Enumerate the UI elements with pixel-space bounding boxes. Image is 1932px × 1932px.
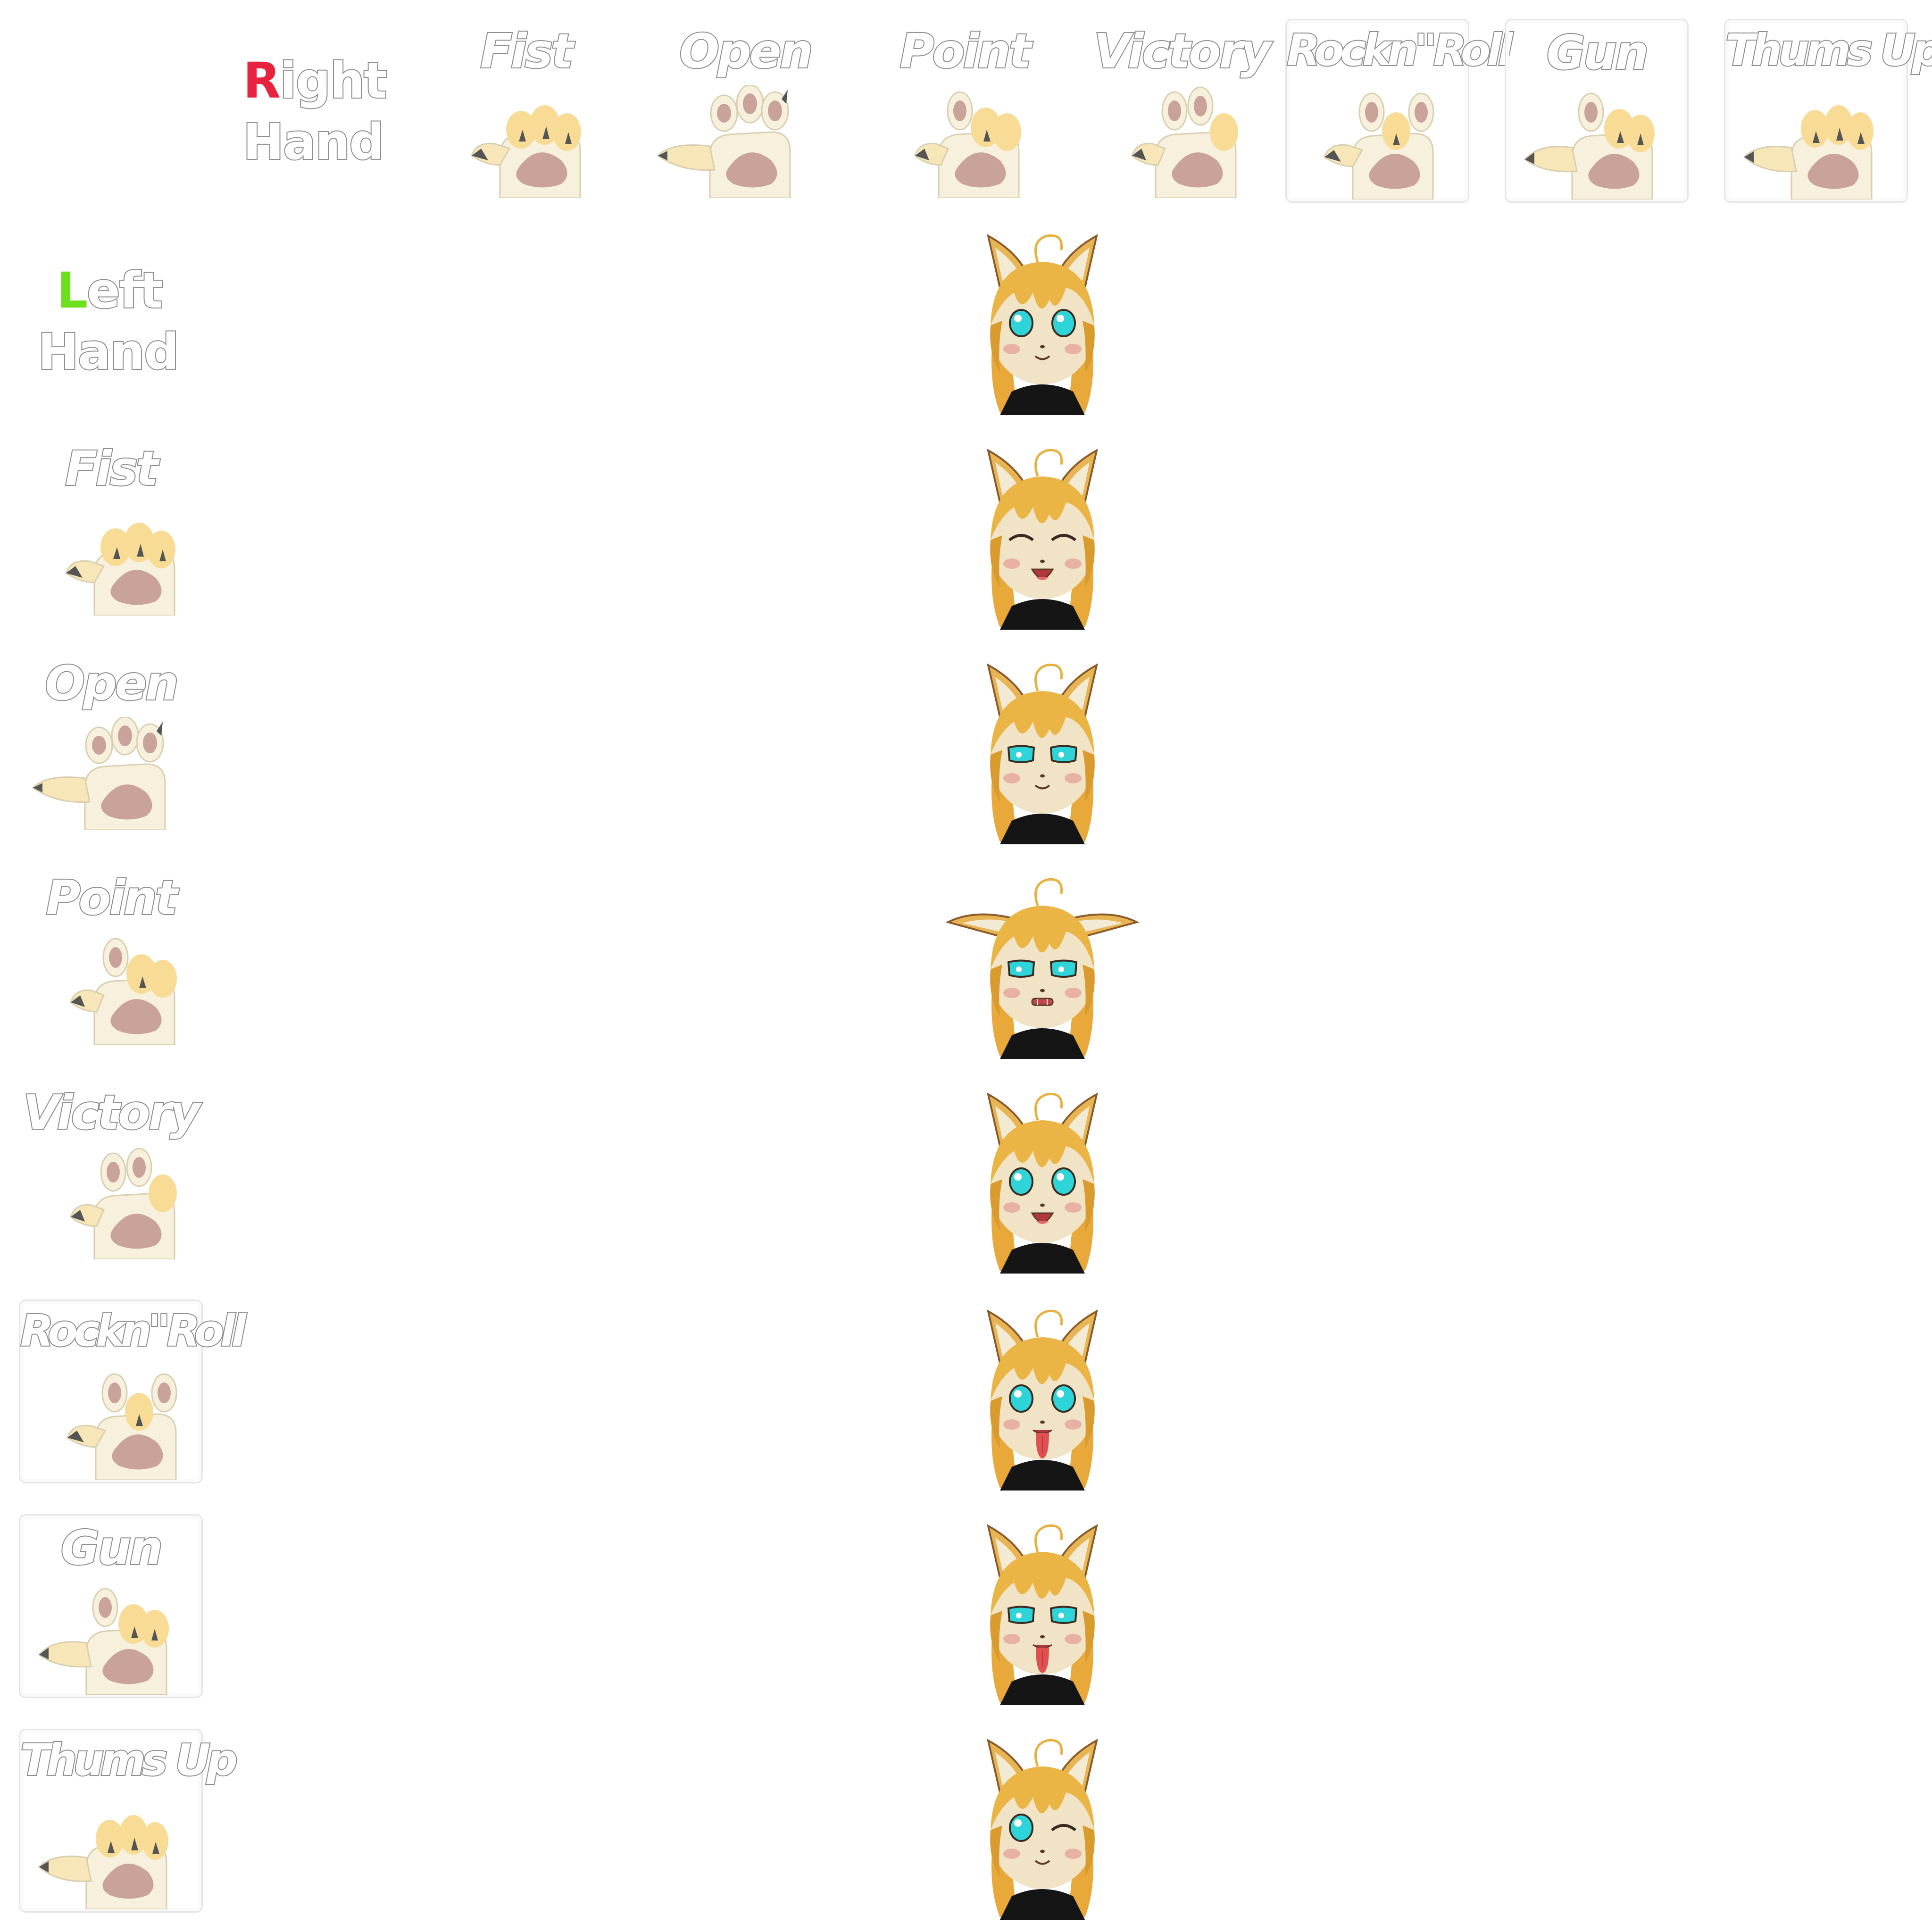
column-label: Victory [1093,23,1272,80]
column-label: Open [678,23,814,80]
column-header-victory[interactable]: Victory [1090,19,1274,203]
left-hand-initial: L [57,262,88,319]
right-hand-initial: R [243,52,281,109]
avatar-neutral [943,222,1141,415]
paw-open-icon [653,85,818,198]
row-label: Fist [64,440,159,497]
paw-thumbsup-icon [1735,86,1900,200]
avatar-tongue-smug [943,1512,1141,1705]
left-hand-line2: Hand [37,322,180,382]
right-hand-line2: Hand [242,112,385,172]
row-header-rocknroll[interactable]: Rockn"Roll [19,1299,247,1483]
column-header-fist[interactable]: Fist [434,19,618,203]
avatar-grimace [943,866,1141,1059]
paw-fist-icon [38,502,203,616]
row-label: Thums Up [19,1734,239,1786]
avatar-tongue-out [943,1297,1141,1491]
row-label: Point [45,869,178,926]
left-hand-word: eft [86,261,164,320]
row-label: Gun [60,1519,164,1576]
column-header-thumbsup[interactable]: Thums Up [1724,19,1932,203]
paw-fist-icon [443,85,608,198]
column-header-rocknroll[interactable]: Rockn"Roll [1285,19,1514,203]
avatar-happy-closed-eyes [943,436,1141,630]
row-header-open[interactable]: Open [19,651,203,840]
row-header-fist[interactable]: Fist [19,436,203,625]
paw-point-icon [882,85,1047,198]
column-label: Gun [1546,24,1649,81]
avatar-wink [943,1726,1141,1920]
row-header-gun[interactable]: Gun [19,1514,203,1698]
paw-victory-icon [1099,85,1264,198]
row-header-victory[interactable]: Victory [19,1080,203,1269]
column-label: Fist [479,23,575,80]
row-label: Rockn"Roll [19,1305,247,1357]
column-header-gun[interactable]: Gun [1505,19,1689,203]
avatar-tongue-open [943,1080,1141,1274]
column-label: Thums Up [1724,24,1932,76]
row-label: Victory [22,1084,201,1141]
row-label: Open [44,655,180,712]
paw-victory-icon [38,1146,203,1259]
row-header-point[interactable]: Point [19,866,203,1054]
column-label: Rockn"Roll [1286,24,1514,76]
paw-open-icon [28,717,193,830]
avatar-smug [943,651,1141,844]
paw-thumbsup-icon [30,1796,195,1909]
paw-rocknroll-icon [1296,86,1461,200]
paw-gun-icon [30,1582,195,1695]
column-label: Point [899,23,1032,80]
column-header-open[interactable]: Open [653,19,837,203]
right-hand-label: Right Hand [242,51,399,175]
left-hand-label: Left Hand [37,261,193,384]
column-header-point[interactable]: Point [873,19,1057,203]
paw-rocknroll-icon [39,1367,204,1480]
row-header-thumbsup[interactable]: Thums Up [19,1729,239,1913]
paw-gun-icon [1516,86,1681,200]
paw-point-icon [38,932,203,1045]
right-hand-word: ight [279,51,388,110]
